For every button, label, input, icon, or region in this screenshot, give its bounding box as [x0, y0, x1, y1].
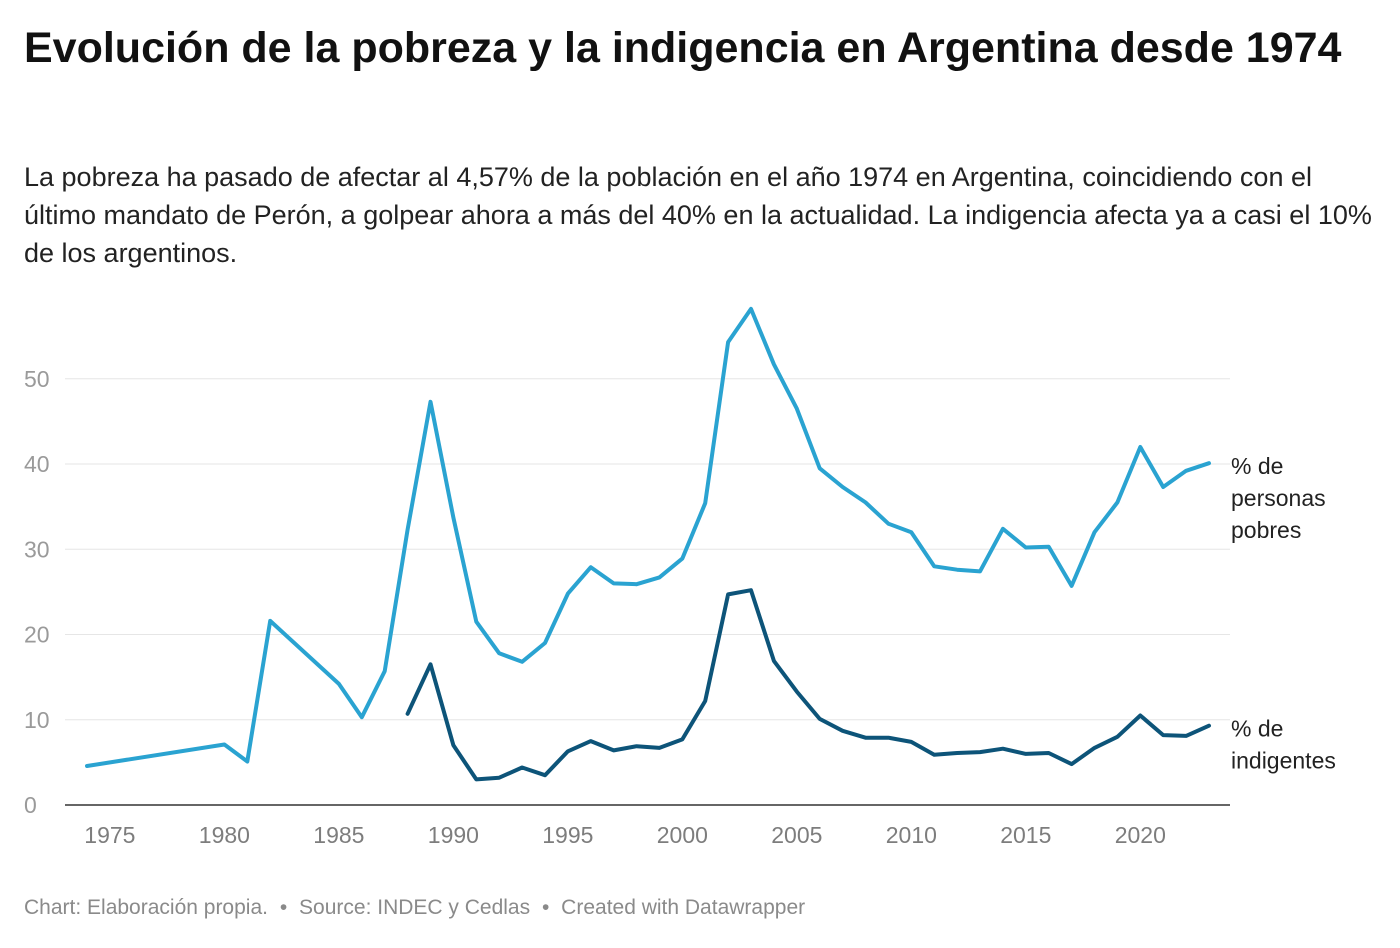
gridlines — [65, 378, 1230, 806]
y-tick-label: 20 — [24, 622, 50, 648]
x-tick-label: 2010 — [886, 822, 937, 848]
indigence-line — [405, 588, 1211, 782]
footer-separator: • — [541, 896, 550, 919]
poverty-series-label: pobres — [1231, 517, 1301, 543]
y-tick-label: 30 — [24, 536, 50, 562]
footer-chart-note: Chart: Elaboración propia. — [24, 896, 268, 919]
indigence-series-label: indigentes — [1231, 748, 1336, 774]
x-tick-label: 1980 — [199, 822, 250, 848]
chart-footer: Chart: Elaboración propia. • Source: IND… — [24, 896, 805, 920]
footer-created: Created with Datawrapper — [561, 896, 806, 919]
x-tick-label: 1975 — [84, 822, 135, 848]
series-labels: % de personas pobres % de indigentes — [1231, 453, 1336, 774]
footer-source: Source: INDEC y Cedlas — [299, 896, 531, 919]
x-tick-label: 1995 — [542, 822, 593, 848]
indigence-series-label: % de — [1231, 716, 1283, 742]
y-tick-label: 10 — [24, 707, 50, 733]
x-tick-label: 2005 — [771, 822, 822, 848]
x-tick-label: 2000 — [657, 822, 708, 848]
x-tick-label: 1990 — [428, 822, 479, 848]
x-tick-label: 2020 — [1115, 822, 1166, 848]
poverty-line — [85, 306, 1211, 768]
y-axis-ticks: 0 10 20 30 40 50 — [24, 366, 50, 818]
x-axis-ticks: 1975 1980 1985 1990 1995 2000 2005 2010 2015 2020 — [84, 822, 1166, 848]
chart-title: Evolución de la pobreza y la indigencia … — [24, 24, 1342, 72]
y-tick-label: 0 — [24, 792, 37, 818]
y-tick-label: 50 — [24, 366, 50, 392]
footer-separator: • — [279, 896, 288, 919]
poverty-series-label: personas — [1231, 485, 1326, 511]
x-tick-label: 2015 — [1000, 822, 1051, 848]
series-lines — [85, 306, 1211, 782]
poverty-series-label: % de — [1231, 453, 1283, 479]
chart-subtitle: La pobreza ha pasado de afectar al 4,57%… — [24, 162, 1372, 268]
x-tick-label: 1985 — [313, 822, 364, 848]
y-tick-label: 40 — [24, 451, 50, 477]
